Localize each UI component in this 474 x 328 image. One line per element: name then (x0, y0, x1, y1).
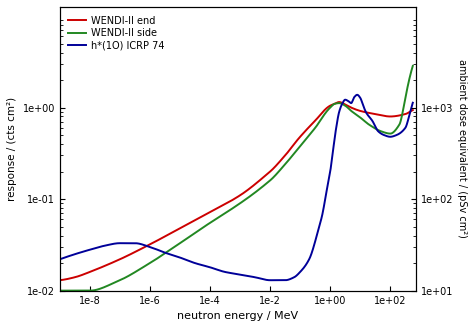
WENDI-II side (400, 111, 405, 115)
Line: WENDI-II side: WENDI-II side (60, 66, 413, 291)
WENDI-II side (228, 207, 234, 211)
h*(1O) ICRP 74 (400, 129, 406, 133)
WENDI-II side (410, 64, 416, 68)
Line: h*(1O) ICRP 74: h*(1O) ICRP 74 (60, 95, 413, 280)
h*(1O) ICRP 74 (400, 129, 406, 133)
WENDI-II end (228, 199, 234, 203)
WENDI-II end (400, 113, 406, 117)
WENDI-II side (75, 289, 81, 293)
h*(1O) ICRP 74 (335, 115, 341, 119)
Legend: WENDI-II end, WENDI-II side, h*(1O) ICRP 74: WENDI-II end, WENDI-II side, h*(1O) ICRP… (64, 12, 168, 54)
WENDI-II side (219, 213, 225, 217)
WENDI-II end (337, 100, 342, 104)
h*(1O) ICRP 74 (75, 251, 81, 255)
Y-axis label: response / (cts cm²): response / (cts cm²) (7, 97, 17, 201)
WENDI-II end (57, 278, 63, 282)
h*(1O) ICRP 74 (410, 101, 416, 105)
h*(1O) ICRP 74 (219, 269, 225, 273)
Line: WENDI-II end: WENDI-II end (60, 102, 413, 280)
WENDI-II side (335, 101, 341, 105)
WENDI-II end (410, 108, 416, 112)
WENDI-II end (219, 204, 225, 208)
h*(1O) ICRP 74 (267, 278, 273, 282)
Y-axis label: ambient dose equivalent / (pSv cm²): ambient dose equivalent / (pSv cm²) (457, 59, 467, 238)
h*(1O) ICRP 74 (355, 93, 360, 97)
X-axis label: neutron energy / MeV: neutron energy / MeV (177, 311, 298, 321)
h*(1O) ICRP 74 (57, 257, 63, 261)
WENDI-II side (57, 289, 63, 293)
WENDI-II end (75, 275, 81, 278)
WENDI-II end (335, 100, 341, 104)
h*(1O) ICRP 74 (228, 271, 234, 275)
WENDI-II end (400, 113, 405, 117)
WENDI-II side (400, 112, 405, 115)
